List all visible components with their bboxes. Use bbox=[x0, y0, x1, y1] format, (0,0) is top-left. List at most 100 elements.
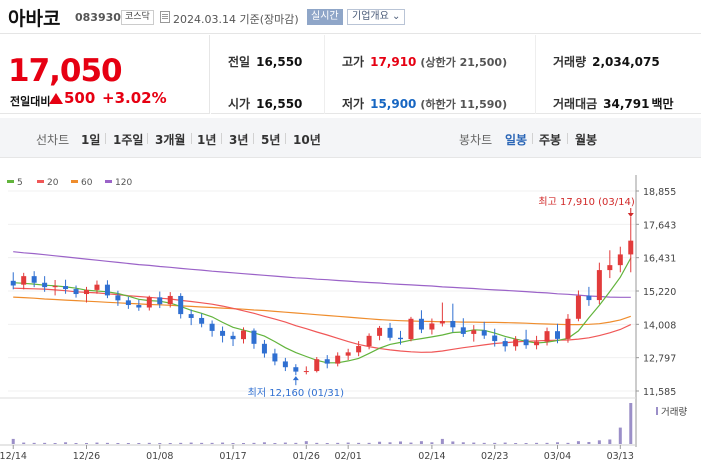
y-tick-label: 14,008 bbox=[643, 320, 676, 331]
candle-body bbox=[21, 276, 27, 285]
candle-body bbox=[136, 305, 142, 308]
tab-divider bbox=[147, 133, 148, 144]
tab-5-years[interactable]: 5년 bbox=[261, 133, 281, 147]
volume-bar bbox=[587, 442, 591, 444]
volume-bar bbox=[315, 442, 319, 444]
volume-bar bbox=[189, 442, 193, 444]
candle-body bbox=[282, 361, 288, 368]
high-annotation-arrowhead bbox=[627, 212, 634, 217]
candle-body bbox=[84, 289, 89, 295]
candle-body bbox=[596, 270, 602, 301]
candle-body bbox=[565, 318, 571, 339]
candle-body bbox=[220, 330, 226, 336]
candle-body bbox=[324, 359, 330, 364]
metric-prev-close: 전일 16,550 bbox=[228, 53, 302, 70]
y-tick-label: 16,431 bbox=[643, 254, 676, 265]
metric-value: 15,900 bbox=[370, 97, 417, 111]
volume-bar bbox=[566, 442, 570, 444]
quote-summary: 17,050 전일대비 500 +3.02% bbox=[0, 35, 210, 114]
metric-low: 저가 15,900 (하한가 11,590) bbox=[342, 95, 507, 112]
volume-bar bbox=[304, 441, 308, 444]
candle-body bbox=[356, 346, 362, 353]
volume-bar bbox=[273, 443, 277, 444]
current-price: 17,050 bbox=[8, 53, 123, 89]
volume-bar bbox=[43, 442, 47, 444]
volume-bar bbox=[200, 442, 204, 444]
volume-bar bbox=[461, 442, 465, 444]
candle-body bbox=[73, 289, 79, 295]
tab-weekly[interactable]: 주봉 bbox=[539, 133, 562, 147]
candles bbox=[10, 216, 634, 376]
volume-bar bbox=[378, 441, 382, 444]
candle-body bbox=[303, 371, 309, 373]
chart-period-tabs: 선차트 1일 1주일 3개월 1년 3년 5년 10년 봉차트 일봉 주봉 월봉 bbox=[0, 118, 701, 158]
metric-column-1: 전일 16,550 시가 16,550 bbox=[211, 35, 325, 114]
tab-1-week[interactable]: 1주일 bbox=[113, 133, 144, 147]
tab-10-years[interactable]: 10년 bbox=[293, 133, 321, 147]
x-tick-label: 12/14 bbox=[0, 451, 27, 462]
volume-bar bbox=[22, 442, 26, 444]
candle-body bbox=[450, 320, 456, 328]
realtime-button[interactable]: 실시간 bbox=[307, 9, 343, 25]
tab-1-year[interactable]: 1년 bbox=[197, 133, 217, 147]
candle-body bbox=[314, 359, 320, 372]
candle-body bbox=[502, 341, 508, 347]
change-amount: 500 bbox=[64, 89, 96, 107]
tab-monthly[interactable]: 월봉 bbox=[575, 133, 598, 147]
price-metrics: 전일 16,550 시가 16,550 고가 17,910 (상한가 21,500) 저… bbox=[211, 35, 701, 114]
x-tick-label: 02/23 bbox=[481, 451, 508, 462]
metric-label: 거래대금 bbox=[553, 97, 598, 111]
metric-value: 2,034,075 bbox=[592, 55, 660, 69]
candle-body bbox=[617, 254, 623, 266]
company-overview-dropdown[interactable]: 기업개요 ⌄ bbox=[347, 9, 406, 25]
candle-body bbox=[471, 330, 477, 334]
candle-body bbox=[429, 323, 435, 330]
volume-bar bbox=[283, 442, 287, 444]
low-annotation-label: 최저 12,160 (01/31) bbox=[248, 387, 344, 399]
volume-bar bbox=[95, 442, 99, 444]
tab-1-day[interactable]: 1일 bbox=[81, 133, 101, 147]
tab-daily[interactable]: 일봉 bbox=[505, 133, 528, 147]
volume-bar bbox=[399, 441, 402, 444]
candle-body bbox=[178, 295, 184, 315]
metric-value: 16,550 bbox=[256, 97, 303, 111]
tab-3-years[interactable]: 3년 bbox=[229, 133, 249, 147]
low-annotation-arrowhead bbox=[292, 376, 299, 381]
y-tick-label: 12,797 bbox=[643, 354, 676, 365]
volume-bar bbox=[346, 442, 350, 444]
candle-body bbox=[607, 265, 613, 271]
candle-body bbox=[366, 335, 372, 347]
volume-legend-label: 거래량 bbox=[661, 406, 687, 418]
chart-legend: 5 20 60 120 bbox=[7, 178, 132, 188]
candle-body bbox=[63, 286, 69, 290]
volume-bar bbox=[503, 442, 507, 444]
tab-3-months[interactable]: 3개월 bbox=[155, 133, 186, 147]
stock-chart: 5 20 60 120 18,855 17,643 16,431 15,220 14,008 1… bbox=[0, 165, 701, 464]
candle-body bbox=[42, 282, 48, 288]
volume-bar bbox=[419, 441, 423, 444]
volume-bar bbox=[535, 442, 539, 444]
candle-body bbox=[555, 331, 560, 339]
moving-averages bbox=[13, 251, 632, 364]
metric-column-3: 거래량 2,034,075 거래대금 34,791 백만 bbox=[536, 35, 701, 114]
volume-bars: 거래량 bbox=[11, 403, 687, 444]
volume-bar bbox=[357, 442, 361, 444]
candle-body bbox=[377, 327, 383, 336]
metric-value: 17,910 bbox=[370, 55, 417, 69]
volume-bar bbox=[116, 443, 120, 444]
volume-bar bbox=[74, 443, 78, 444]
volume-bar bbox=[168, 443, 172, 444]
candle-body bbox=[157, 297, 163, 305]
candle-body bbox=[575, 295, 581, 319]
candle-body bbox=[628, 240, 634, 255]
x-tick-label: 02/01 bbox=[334, 451, 361, 462]
candle-body bbox=[94, 284, 100, 290]
volume-bar bbox=[388, 442, 392, 444]
candle-body bbox=[188, 314, 194, 318]
stock-code: 083930 bbox=[75, 11, 121, 24]
legend-label: 60 bbox=[81, 178, 93, 188]
x-tick-label: 03/13 bbox=[607, 451, 634, 462]
volume-bar bbox=[451, 441, 455, 444]
volume-bar bbox=[137, 443, 141, 444]
candle-body bbox=[209, 323, 215, 331]
